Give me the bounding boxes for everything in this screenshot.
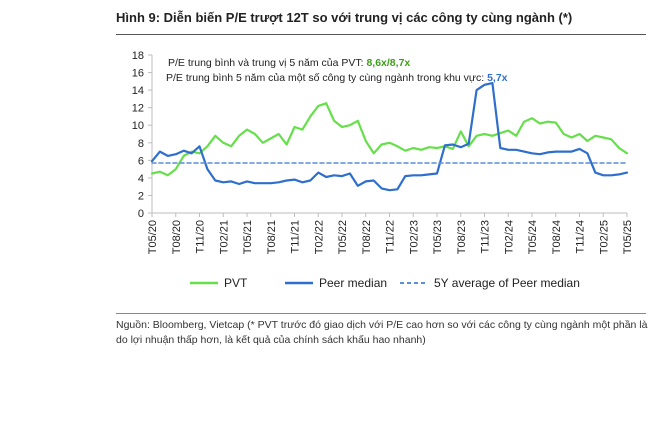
x-tick-label: T11/22	[385, 220, 397, 253]
legend-5y-average: 5Y average of Peer median	[400, 276, 580, 290]
legend-pvt: PVT	[190, 276, 248, 290]
peer-annotation-label: P/E trung bình 5 năm của một số công ty …	[166, 72, 487, 84]
x-tick-label: T11/21	[290, 220, 302, 253]
x-tick-label: T02/25	[598, 220, 610, 254]
legend-5y-average-label: 5Y average of Peer median	[434, 276, 580, 290]
chart-axes: 0 2 4 6 8 10 12 14 16 18 T05/20 T08/20 T11/20 T02/21 T…	[132, 50, 634, 254]
source-divider	[116, 313, 646, 314]
x-tick-label: T11/20	[195, 220, 207, 253]
x-tick-label: T08/21	[266, 220, 278, 254]
pvt-line	[150, 102, 629, 177]
y-tick-label: 12	[132, 103, 144, 115]
x-tick-label: T08/24	[551, 220, 563, 254]
y-tick-label: 14	[132, 85, 144, 97]
x-tick-label: T05/24	[527, 220, 539, 254]
pvt-average-annotation: P/E trung bình và trung vị 5 năm của PVT…	[168, 57, 410, 69]
x-tick-label: T05/25	[622, 220, 634, 254]
y-tick-label: 4	[138, 173, 144, 185]
x-tick-label: T08/22	[361, 220, 373, 254]
legend-peer-median: Peer median	[285, 276, 387, 290]
x-tick-label: T11/24	[575, 220, 587, 253]
x-tick-label: T02/24	[503, 220, 515, 254]
x-tick-label: T05/21	[242, 220, 254, 254]
x-tick-label: T08/20	[171, 220, 183, 254]
pvt-annotation-label: P/E trung bình và trung vị 5 năm của PVT…	[168, 57, 366, 69]
source-note: Nguồn: Bloomberg, Vietcap (* PVT trước đ…	[116, 319, 648, 346]
pvt-annotation-value: 8,6x/8,7x	[366, 57, 410, 69]
y-tick-label: 10	[132, 120, 144, 132]
peer-average-annotation: P/E trung bình 5 năm của một số công ty …	[166, 72, 508, 84]
legend-pvt-label: PVT	[224, 276, 248, 290]
x-tick-label: T02/22	[313, 220, 325, 254]
x-tick-label: T05/22	[337, 220, 349, 254]
peer-annotation-value: 5,7x	[487, 72, 508, 84]
x-tick-label: T08/23	[456, 220, 468, 254]
figure-title: Hình 9: Diễn biến P/E trượt 12T so với t…	[116, 10, 573, 25]
y-tick-label: 16	[132, 68, 144, 80]
y-tick-label: 2	[138, 190, 144, 202]
x-tick-label: T02/21	[218, 220, 230, 254]
title-divider	[116, 34, 646, 35]
y-tick-label: 18	[132, 50, 144, 62]
y-tick-label: 6	[138, 155, 144, 167]
x-tick-label: T11/23	[480, 220, 492, 253]
peer-median-line	[150, 81, 629, 192]
chart-legend: PVT Peer median 5Y average of Peer median	[190, 276, 580, 290]
x-tick-label: T05/20	[147, 220, 159, 254]
y-tick-label: 8	[138, 138, 144, 150]
y-tick-label: 0	[138, 208, 144, 220]
legend-peer-median-label: Peer median	[319, 276, 387, 290]
x-tick-label: T05/23	[432, 220, 444, 254]
x-tick-label: T02/23	[408, 220, 420, 254]
chart-series	[150, 81, 629, 192]
